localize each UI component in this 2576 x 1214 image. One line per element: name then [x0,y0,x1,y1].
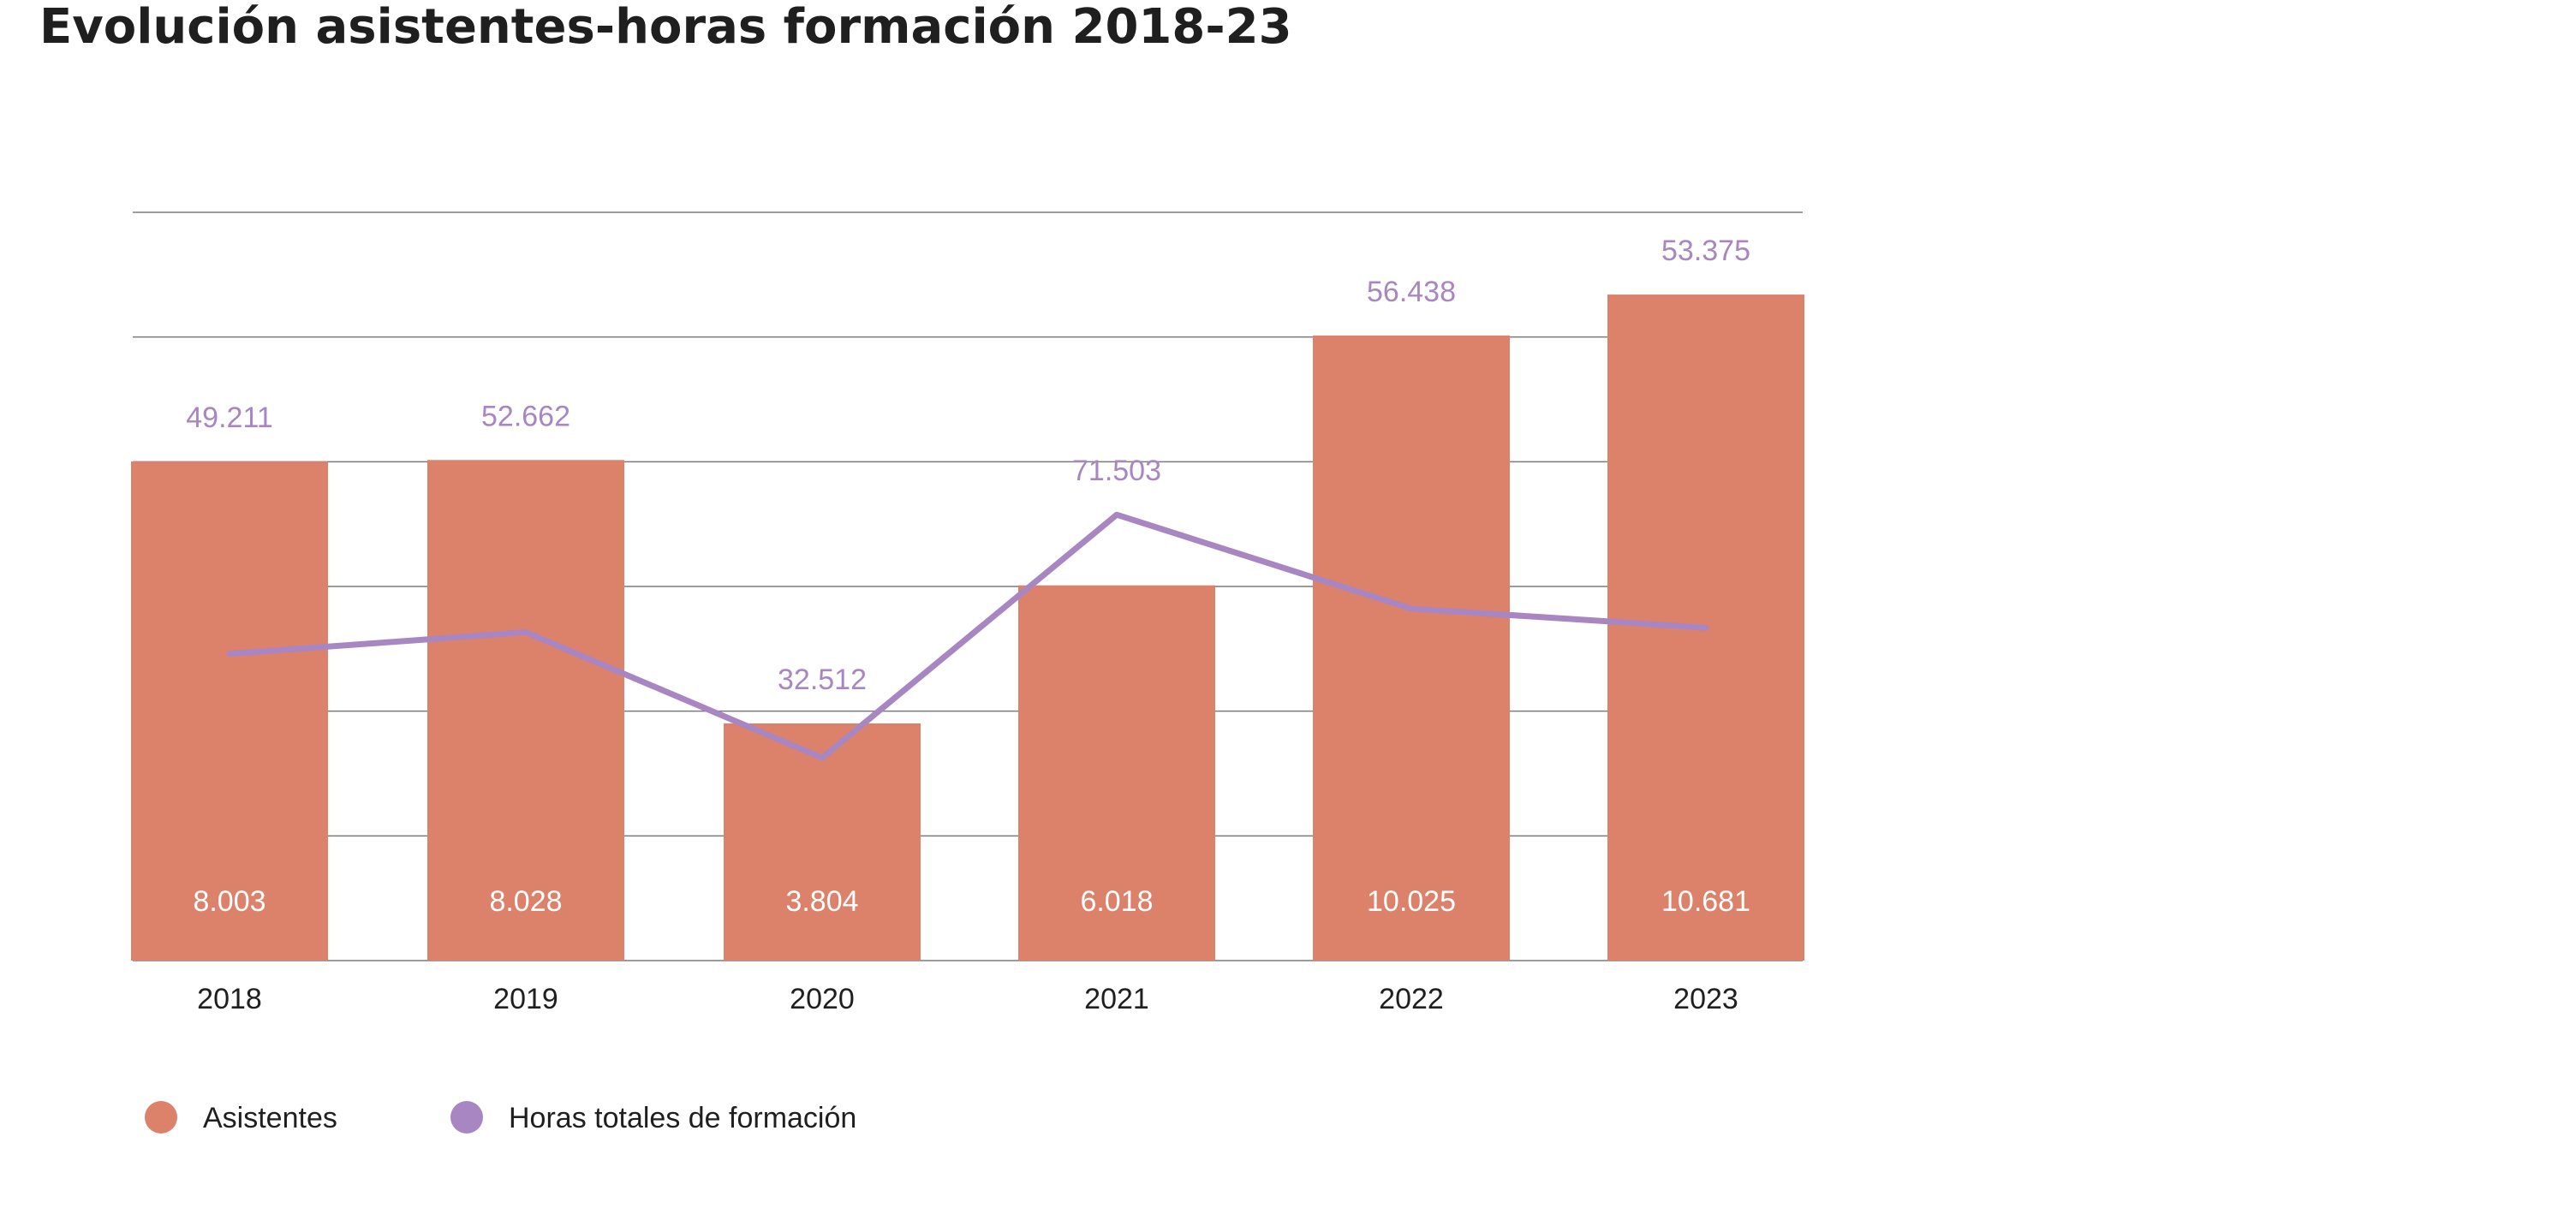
bar-label-2019: 8.028 [489,885,562,918]
chart-title: Evolución asistentes-horas formación 201… [39,0,1292,55]
legend: Asistentes Horas totales de formación [145,1101,856,1134]
x-tick-2018: 2018 [197,983,262,1015]
bar-label-2022: 10.025 [1367,885,1456,918]
line-label-2022: 56.438 [1367,276,1456,308]
line-label-2018: 49.211 [186,402,272,434]
gridlines [133,211,1803,961]
line-label-2020: 32.512 [778,664,867,696]
x-tick-2023: 2023 [1673,983,1738,1015]
legend-marker-asistentes [145,1101,177,1134]
bar-label-2023: 10.681 [1661,885,1750,918]
x-tick-2020: 2020 [790,983,855,1015]
bar-2022 [1313,335,1510,961]
x-axis-ticks: 2018 2019 2020 2021 2022 2023 [197,983,1738,1015]
bar-data-labels: 8.003 8.028 3.804 6.018 10.025 10.681 [193,885,1750,918]
bar-label-2021: 6.018 [1080,885,1153,918]
x-tick-2022: 2022 [1379,983,1444,1015]
bar-2019 [427,460,624,961]
bars [131,295,1804,961]
line-data-labels: 49.211 52.662 32.512 71.503 56.438 53.375 [186,235,1750,696]
bar-label-2018: 8.003 [193,885,265,918]
bar-2020 [724,723,921,961]
bar-2018 [131,461,328,961]
bar-label-2020: 3.804 [785,885,858,918]
line-label-2019: 52.662 [481,400,570,432]
legend-marker-horas [450,1101,483,1134]
legend-label-horas: Horas totales de formación [509,1102,856,1134]
bar-2021 [1018,585,1215,961]
line-series [226,511,1709,761]
line-label-2023: 53.375 [1661,235,1750,267]
x-tick-2019: 2019 [493,983,558,1015]
legend-label-asistentes: Asistentes [203,1102,337,1134]
line-label-2021: 71.503 [1072,455,1161,487]
x-tick-2021: 2021 [1084,983,1149,1015]
line-horas-totales [226,511,1709,761]
